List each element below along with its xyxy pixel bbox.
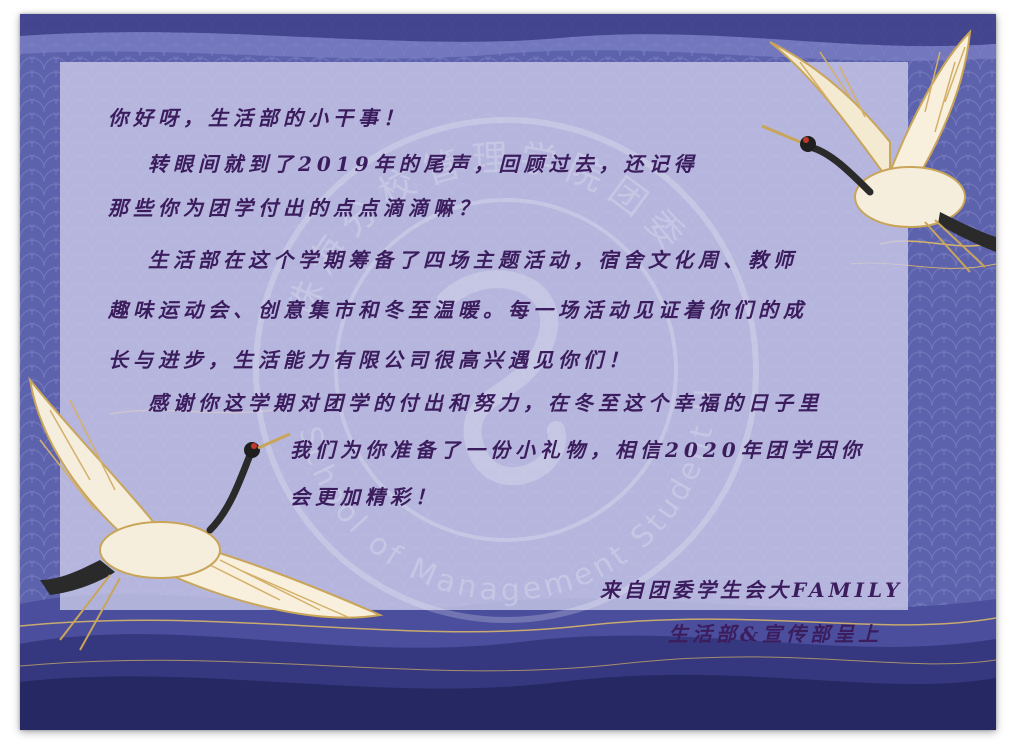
- paragraph3-line3: 会更加精彩！: [290, 485, 440, 509]
- paragraph3-line1: 感谢你这学期对团学的付出和努力，在冬至这个幸福的日子里: [148, 391, 823, 415]
- signature-from: 来自团委学生会大FAMILY: [600, 578, 904, 602]
- greeting-line: 你好呀，生活部的小干事！: [108, 106, 408, 130]
- paragraph1-line1: 转眼间就到了2019年的尾声，回顾过去，还记得: [148, 152, 699, 176]
- paragraph2-line1: 生活部在这个学期筹备了四场主题活动，宿舍文化周、教师: [148, 248, 798, 272]
- text-panel: [60, 62, 908, 610]
- paragraph3-line2: 我们为你准备了一份小礼物，相信2020年团学因你: [290, 438, 866, 462]
- signature-dept: 生活部&宣传部呈上: [668, 622, 883, 646]
- letter-card: 珠海分校管理学院团委 School of Management Student …: [20, 14, 996, 730]
- paragraph2-line2: 趣味运动会、创意集市和冬至温暖。每一场活动见证着你们的成: [108, 298, 808, 322]
- paragraph2-line3: 长与进步，生活能力有限公司很高兴遇见你们！: [108, 348, 633, 372]
- paragraph1-line2: 那些你为团学付出的点点滴滴嘛？: [108, 196, 483, 220]
